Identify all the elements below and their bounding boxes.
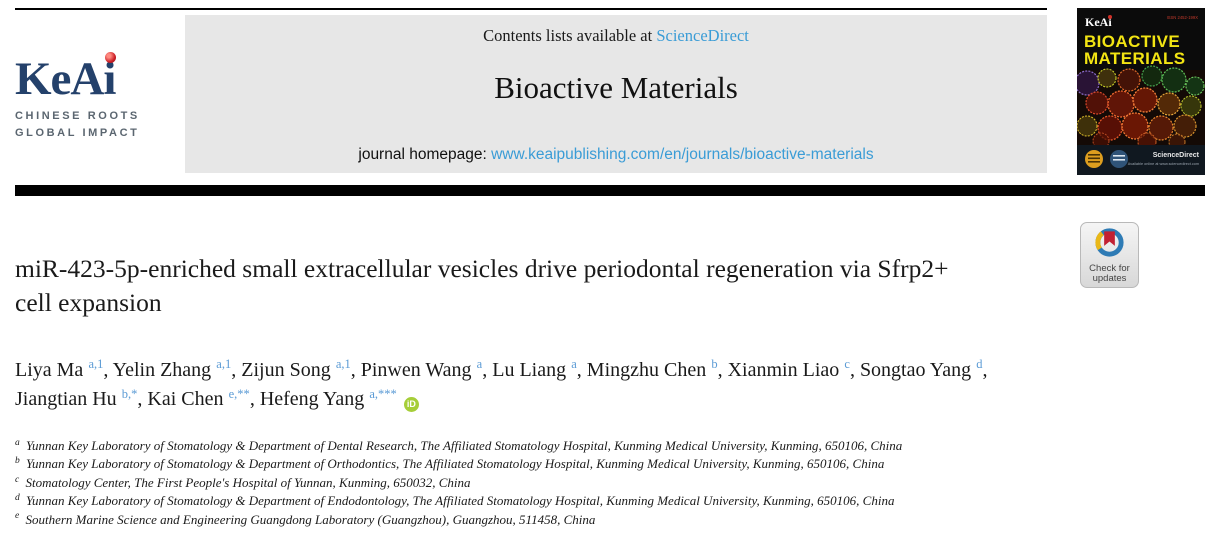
article-title: miR-423-5p-enriched small extracellular … <box>15 254 949 318</box>
author: Liya Ma a,1 <box>15 357 104 381</box>
check-badge-line2: updates <box>1092 273 1127 285</box>
keai-tagline-line2: GLOBAL IMPACT <box>15 126 140 139</box>
affiliation-superscript: a <box>15 437 20 448</box>
keai-tagline-line1: CHINESE ROOTS <box>15 110 140 122</box>
author-name: Xianmin Liao <box>727 359 840 381</box>
author-superscript: a <box>473 357 483 372</box>
author-list: Liya Ma a,1, Yelin Zhang a,1, Zijun Song… <box>15 357 988 413</box>
cover-keai-text: KeAi <box>1085 15 1112 29</box>
cover-badge-orange-icon <box>1085 150 1103 168</box>
affiliation: d Yunnan Key Laboratory of Stomatology &… <box>15 493 895 509</box>
cover-vesicle-collage-image <box>1074 65 1205 152</box>
keai-logo-wordmark: KeAi <box>15 52 116 105</box>
author-name: Yelin Zhang <box>112 359 212 381</box>
affiliation-superscript: b <box>15 456 20 467</box>
cover-issn-text: ISSN 2452-199X <box>1167 15 1199 20</box>
author: Hefeng Yang a,*** <box>259 386 397 411</box>
author: Yelin Zhang a,1 <box>112 357 232 381</box>
affiliation-superscript: d <box>15 493 20 504</box>
author: Mingzhu Chen b <box>586 357 718 381</box>
affiliation: b Yunnan Key Laboratory of Stomatology &… <box>15 456 885 472</box>
keai-logo-red-dot-icon <box>105 52 117 63</box>
crossmark-icon <box>1095 228 1124 257</box>
journal-title: Bioactive Materials <box>494 70 738 105</box>
author-name: Songtao Yang <box>859 359 972 381</box>
cover-sciencedirect-label: ScienceDirect <box>1153 152 1200 159</box>
author-superscript: a,1 <box>213 357 232 372</box>
homepage-url-link[interactable]: www.keaipublishing.com/en/journals/bioac… <box>491 146 874 163</box>
author-name: Zijun Song <box>241 359 331 381</box>
affiliation: e Southern Marine Science and Engineerin… <box>15 511 596 527</box>
author-name: Lu Liang <box>492 359 567 381</box>
author-name: Mingzhu Chen <box>586 359 707 381</box>
contents-line: Contents lists available at ScienceDirec… <box>185 26 1047 46</box>
author-superscript: c <box>841 357 850 372</box>
cover-badge-blue-icon <box>1110 150 1128 168</box>
homepage-prefix: journal homepage: <box>358 146 492 163</box>
journal-banner: Contents lists available at ScienceDirec… <box>185 15 1047 173</box>
author-superscript: a,1 <box>85 357 104 372</box>
author-name: Kai Chen <box>147 388 224 411</box>
author-name: Liya Ma <box>15 359 84 381</box>
contents-prefix: Contents lists available at <box>483 26 657 45</box>
cover-title-line1: BIOACTIVE <box>1084 32 1180 51</box>
top-rule <box>15 8 1047 10</box>
cover-title-line2: MATERIALS <box>1084 49 1186 68</box>
check-for-updates-badge[interactable]: Check for updates <box>1080 222 1139 288</box>
author: Kai Chen e,** <box>147 386 250 411</box>
orcid-icon[interactable]: iD <box>403 397 419 413</box>
author-superscript: a,*** <box>366 386 397 401</box>
affiliation: a Yunnan Key Laboratory of Stomatology &… <box>15 437 903 453</box>
sciencedirect-link[interactable]: ScienceDirect <box>656 26 749 45</box>
affiliation: c Stomatology Center, The First People's… <box>15 474 471 490</box>
affiliation-superscript: c <box>15 474 20 485</box>
author-superscript: b <box>708 357 718 372</box>
journal-cover-art: KeAi ISSN 2452-199X BIOACTIVE MATERIALS <box>1074 8 1205 175</box>
author: Xianmin Liao c <box>727 357 850 381</box>
author-name: Pinwen Wang <box>360 359 472 381</box>
author-name: Jiangtian Hu <box>15 388 117 411</box>
author: Pinwen Wang a <box>360 357 483 381</box>
cover-availability-text: Available online at www.sciencedirect.co… <box>1128 162 1199 166</box>
author-superscript: d <box>973 357 983 372</box>
author-superscript: b,* <box>118 386 138 401</box>
cover-keai-dot-icon <box>1108 15 1112 19</box>
author-superscript: a <box>568 357 577 372</box>
author-name: Hefeng Yang <box>259 388 365 411</box>
keai-logo-tagline: CHINESE ROOTS GLOBAL IMPACT <box>15 108 165 141</box>
check-badge-line1: Check for <box>1089 263 1130 274</box>
homepage-line: journal homepage: www.keaipublishing.com… <box>185 146 1047 164</box>
keai-logo: KeAi CHINESE ROOTS GLOBAL IMPACT <box>15 52 165 141</box>
check-badge-label: Check for updates <box>1081 263 1138 285</box>
author: Jiangtian Hu b,* <box>15 386 138 411</box>
author: Lu Liang a <box>492 357 577 381</box>
author-superscript: e,** <box>225 386 250 401</box>
divider-bar <box>15 185 1205 196</box>
author: Zijun Song a,1 <box>241 357 351 381</box>
author: Songtao Yang d <box>859 357 983 381</box>
author-superscript: a,1 <box>332 357 351 372</box>
keai-logo-text: KeAi <box>15 53 116 105</box>
journal-cover-thumbnail: KeAi ISSN 2452-199X BIOACTIVE MATERIALS <box>1074 8 1205 175</box>
affiliation-list: a Yunnan Key Laboratory of Stomatology &… <box>15 437 1105 529</box>
affiliation-superscript: e <box>15 511 20 522</box>
